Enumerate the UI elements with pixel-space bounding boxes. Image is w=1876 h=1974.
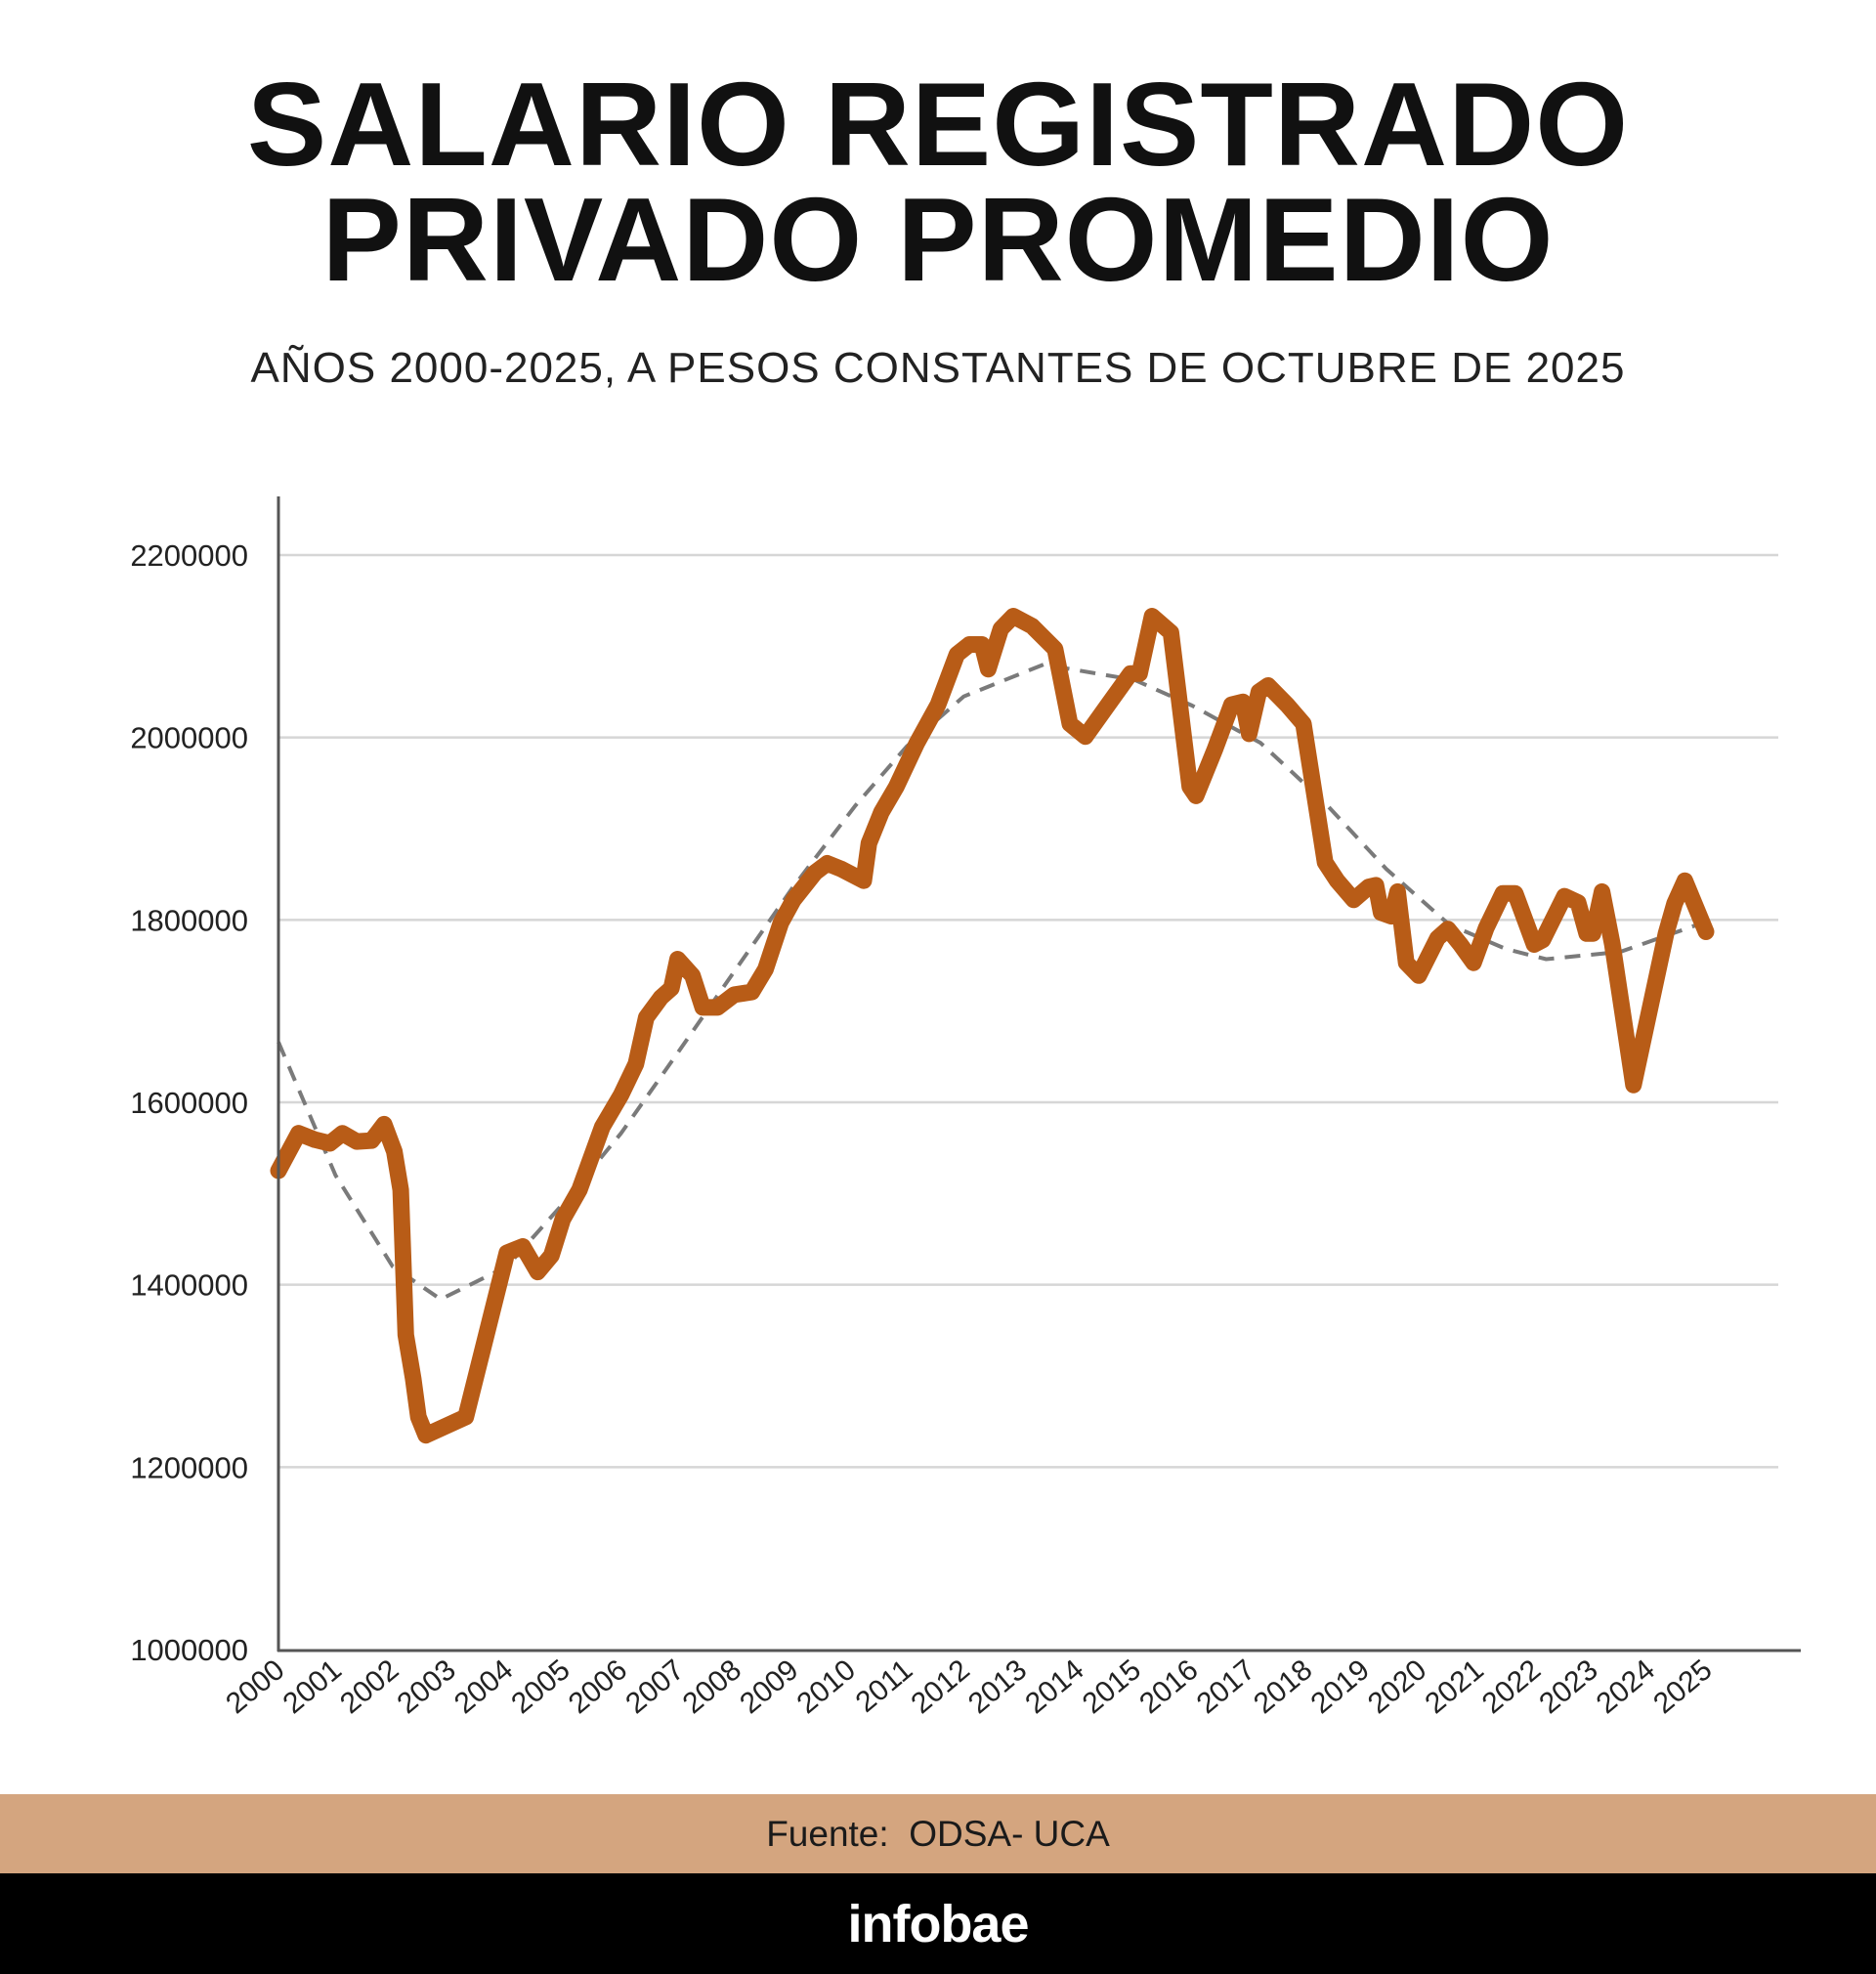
x-tick-label: 2001: [277, 1653, 348, 1720]
x-tick-label: 2002: [334, 1653, 405, 1720]
x-tick-label: 2015: [1077, 1653, 1147, 1720]
x-tick-label: 2005: [505, 1653, 576, 1720]
line-chart: 1000000 1200000 1400000 1600000 1800000 20000…: [130, 496, 1801, 1720]
trend-line: [277, 663, 1707, 1302]
x-tick-label: 2013: [962, 1653, 1033, 1720]
x-tick-label: 2008: [677, 1653, 747, 1720]
chart-title-line-1: SALARIO REGISTRADO: [246, 58, 1630, 191]
y-tick-label: 1600000: [130, 1086, 248, 1120]
x-tick-label: 2014: [1019, 1653, 1089, 1720]
x-tick-label: 2004: [448, 1653, 519, 1720]
y-tick-label: 1800000: [130, 903, 248, 937]
x-tick-label: 2009: [734, 1653, 804, 1720]
brand-bar: infobae: [0, 1873, 1876, 1974]
x-tick-label: 2012: [905, 1653, 975, 1720]
y-tick-label: 1200000: [130, 1450, 248, 1484]
x-tick-label: 2025: [1647, 1653, 1718, 1720]
x-tick-label: 2006: [563, 1653, 633, 1720]
x-tick-label: 2003: [391, 1653, 461, 1720]
source-band: Fuente: ODSA- UCA: [0, 1794, 1876, 1873]
x-tick-label: 2016: [1133, 1653, 1204, 1720]
x-tick-label: 2021: [1419, 1653, 1489, 1720]
brand-logo: infobae: [847, 1894, 1029, 1953]
y-tick-label: 1400000: [130, 1268, 248, 1303]
x-tick-label: 2010: [791, 1653, 862, 1720]
y-tick-label: 2000000: [130, 721, 248, 755]
x-tick-label: 2022: [1476, 1653, 1547, 1720]
chart-subtitle: AÑOS 2000-2025, A PESOS CONSTANTES DE OC…: [250, 344, 1626, 392]
x-tick-label: 2018: [1248, 1653, 1318, 1720]
x-tick-label: 2017: [1191, 1653, 1261, 1720]
x-tick-label: 2020: [1362, 1653, 1432, 1720]
x-tick-label: 2007: [619, 1653, 690, 1720]
x-tick-label: 2011: [850, 1653, 919, 1719]
source-text: Fuente: ODSA- UCA: [766, 1813, 1110, 1854]
y-tick-label: 2200000: [130, 538, 248, 573]
salary-series-line: [270, 608, 1715, 1444]
chart-title-line-2: PRIVADO PROMEDIO: [321, 173, 1555, 306]
chart-title: SALARIO REGISTRADO PRIVADO PROMEDIO: [0, 58, 1876, 306]
x-tick-label: 2024: [1591, 1653, 1661, 1720]
x-tick-label: 2023: [1533, 1653, 1603, 1720]
y-tick-label: 1000000: [130, 1633, 248, 1667]
x-tick-label: 2019: [1305, 1653, 1376, 1720]
